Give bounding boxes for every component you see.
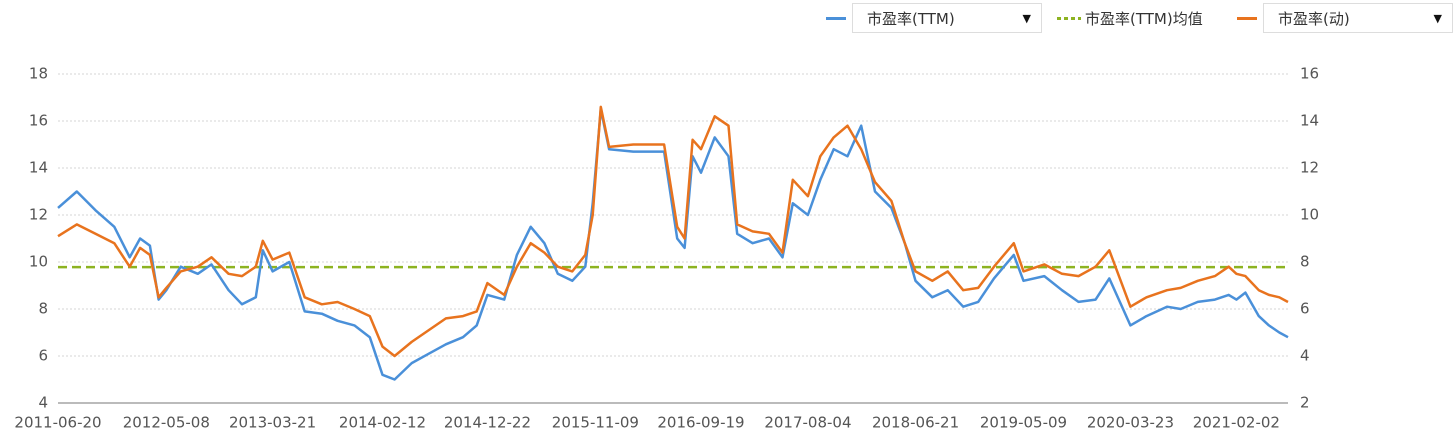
dropdown[interactable]: 市盈率(TTM) ▼ [852, 3, 1042, 33]
legend-swatch [1237, 16, 1257, 20]
y-tick-label: 10 [29, 253, 48, 271]
y2-tick-label: 14 [1300, 112, 1319, 130]
legend-dynamic[interactable]: 市盈率(动) ▼ [1237, 3, 1453, 33]
y-tick-label: 4 [38, 394, 48, 412]
x-tick-label: 2014-02-12 [339, 414, 426, 432]
y-tick-label: 18 [29, 65, 48, 83]
x-tick-label: 2019-05-09 [980, 414, 1067, 432]
y-tick-label: 6 [38, 347, 48, 365]
x-tick-label: 2021-02-02 [1193, 414, 1280, 432]
legend-swatch [826, 16, 846, 20]
y2-tick-label: 6 [1300, 300, 1310, 318]
y-tick-label: 8 [38, 300, 48, 318]
x-tick-label: 2012-05-08 [123, 414, 210, 432]
legend-label: 市盈率(TTM)均值 [1085, 9, 1203, 28]
x-tick-label: 2017-08-04 [764, 414, 851, 432]
x-tick-label: 2013-03-21 [229, 414, 316, 432]
x-tick-label: 2016-09-19 [657, 414, 744, 432]
legend-ttm[interactable]: 市盈率(TTM) ▼ [826, 3, 1042, 33]
y2-tick-label: 12 [1300, 159, 1319, 177]
x-tick-label: 2011-06-20 [14, 414, 101, 432]
x-tick-label: 2015-11-09 [552, 414, 639, 432]
legend-label: 市盈率(动) [1278, 9, 1350, 28]
dropdown[interactable]: 市盈率(动) ▼ [1263, 3, 1453, 33]
y2-tick-label: 10 [1300, 206, 1319, 224]
x-tick-label: 2014-12-22 [444, 414, 531, 432]
dropdown-arrow: ▼ [1433, 11, 1442, 25]
legend-swatch [1057, 16, 1081, 20]
x-tick-label: 2020-03-23 [1087, 414, 1174, 432]
y2-tick-label: 16 [1300, 65, 1319, 83]
legend-mean: 市盈率(TTM)均值 [1057, 3, 1203, 33]
y-tick-label: 14 [29, 159, 48, 177]
y2-tick-label: 8 [1300, 253, 1310, 271]
x-tick-label: 2018-06-21 [872, 414, 959, 432]
series-line [57, 108, 1289, 381]
y-tick-label: 12 [29, 206, 48, 224]
y-tick-label: 16 [29, 112, 48, 130]
legend-label: 市盈率(TTM) [867, 9, 955, 28]
y2-tick-label: 4 [1300, 347, 1310, 365]
y2-tick-label: 2 [1300, 394, 1310, 412]
series-line [57, 105, 1289, 358]
dropdown-arrow: ▼ [1022, 11, 1031, 25]
